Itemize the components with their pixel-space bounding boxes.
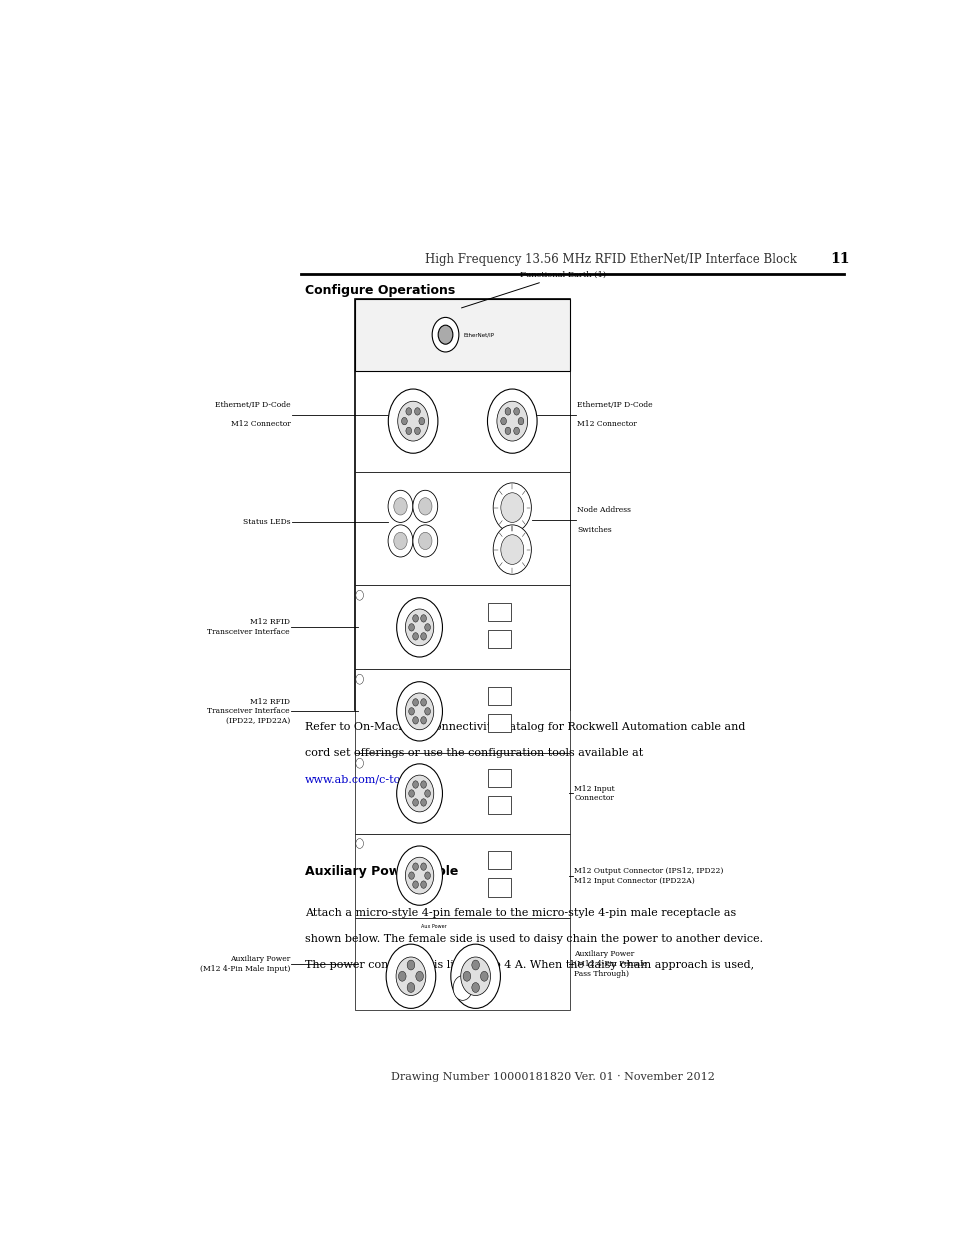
Circle shape bbox=[493, 525, 531, 574]
Circle shape bbox=[413, 716, 418, 724]
Text: Ethernet/IP D-Code: Ethernet/IP D-Code bbox=[577, 401, 652, 409]
Circle shape bbox=[424, 790, 430, 798]
Circle shape bbox=[472, 983, 479, 993]
Bar bbox=[355, 299, 570, 710]
Circle shape bbox=[388, 389, 437, 453]
Circle shape bbox=[420, 863, 426, 871]
Circle shape bbox=[437, 325, 453, 345]
Circle shape bbox=[500, 493, 523, 522]
Circle shape bbox=[418, 498, 432, 515]
Circle shape bbox=[405, 408, 411, 415]
Circle shape bbox=[514, 408, 519, 415]
Text: Configure Operations: Configure Operations bbox=[305, 284, 455, 298]
Circle shape bbox=[497, 401, 527, 441]
Circle shape bbox=[408, 708, 414, 715]
Bar bbox=[355, 299, 570, 370]
Text: High Frequency 13.56 MHz RFID EtherNet/IP Interface Block: High Frequency 13.56 MHz RFID EtherNet/I… bbox=[424, 252, 796, 266]
Circle shape bbox=[415, 427, 420, 435]
Circle shape bbox=[420, 716, 426, 724]
Circle shape bbox=[398, 971, 406, 981]
Circle shape bbox=[424, 624, 430, 631]
Circle shape bbox=[355, 590, 363, 600]
Circle shape bbox=[432, 317, 458, 352]
Bar bbox=[487, 714, 510, 732]
Circle shape bbox=[397, 401, 428, 441]
Circle shape bbox=[395, 957, 425, 995]
Circle shape bbox=[420, 699, 426, 706]
Text: M12 Input
Connector: M12 Input Connector bbox=[574, 784, 615, 803]
Circle shape bbox=[396, 682, 442, 741]
Circle shape bbox=[407, 960, 415, 969]
Text: Auxiliary Power Cable: Auxiliary Power Cable bbox=[305, 864, 458, 878]
Circle shape bbox=[408, 872, 414, 879]
Text: The power connection is limited to 4 A. When the daisy chain approach is used,: The power connection is limited to 4 A. … bbox=[305, 960, 754, 969]
Text: cord set offerings or use the configuration tools available at: cord set offerings or use the configurat… bbox=[305, 748, 643, 758]
Circle shape bbox=[460, 957, 490, 995]
Circle shape bbox=[396, 763, 442, 824]
Circle shape bbox=[514, 427, 519, 435]
Text: M12 RFID
Transceiver Interface: M12 RFID Transceiver Interface bbox=[207, 619, 290, 636]
Text: M12 Connector: M12 Connector bbox=[231, 420, 291, 427]
Circle shape bbox=[418, 417, 424, 425]
Bar bbox=[355, 370, 570, 472]
Text: Refer to On-Machine Connectivity Catalog for Rockwell Automation cable and: Refer to On-Machine Connectivity Catalog… bbox=[305, 722, 745, 732]
Circle shape bbox=[504, 408, 510, 415]
Circle shape bbox=[388, 490, 413, 522]
Circle shape bbox=[462, 971, 470, 981]
Bar bbox=[487, 795, 510, 815]
Circle shape bbox=[413, 781, 418, 788]
Circle shape bbox=[405, 693, 434, 730]
Circle shape bbox=[416, 971, 423, 981]
Circle shape bbox=[500, 535, 523, 564]
Circle shape bbox=[451, 944, 500, 1008]
Circle shape bbox=[386, 944, 436, 1008]
Circle shape bbox=[418, 532, 432, 550]
Text: M12 Connector: M12 Connector bbox=[577, 420, 637, 427]
Text: EtherNet/IP: EtherNet/IP bbox=[463, 332, 494, 337]
Circle shape bbox=[388, 525, 413, 557]
Circle shape bbox=[405, 857, 434, 894]
Circle shape bbox=[394, 498, 407, 515]
Circle shape bbox=[413, 881, 418, 888]
Text: Attach a micro-style 4-pin female to the micro-style 4-pin male receptacle as: Attach a micro-style 4-pin female to the… bbox=[305, 908, 736, 918]
Circle shape bbox=[396, 598, 442, 657]
Circle shape bbox=[420, 632, 426, 640]
Circle shape bbox=[487, 389, 537, 453]
Circle shape bbox=[493, 483, 531, 532]
Circle shape bbox=[420, 615, 426, 622]
Circle shape bbox=[420, 781, 426, 788]
Circle shape bbox=[415, 408, 420, 415]
Text: Ethernet/IP D-Code: Ethernet/IP D-Code bbox=[215, 401, 291, 409]
Circle shape bbox=[500, 417, 506, 425]
Circle shape bbox=[405, 609, 434, 646]
Circle shape bbox=[420, 799, 426, 806]
Circle shape bbox=[408, 790, 414, 798]
Bar bbox=[487, 768, 510, 788]
Circle shape bbox=[413, 525, 437, 557]
Text: Aux Power: Aux Power bbox=[420, 924, 446, 929]
Bar bbox=[355, 472, 570, 585]
Text: www.ab.com/c-tools/.: www.ab.com/c-tools/. bbox=[305, 774, 424, 784]
Bar bbox=[355, 669, 570, 753]
Bar bbox=[487, 630, 510, 648]
Text: Functional Earth (1): Functional Earth (1) bbox=[461, 272, 605, 308]
Bar bbox=[355, 834, 570, 918]
Circle shape bbox=[480, 971, 488, 981]
Text: M12 Output Connector (IPS12, IPD22)
M12 Input Connector (IPD22A): M12 Output Connector (IPS12, IPD22) M12 … bbox=[574, 867, 723, 884]
Circle shape bbox=[413, 632, 418, 640]
Bar bbox=[487, 687, 510, 705]
Bar bbox=[487, 851, 510, 869]
Bar bbox=[487, 603, 510, 621]
Circle shape bbox=[413, 799, 418, 806]
Text: shown below. The female side is used to daisy chain the power to another device.: shown below. The female side is used to … bbox=[305, 934, 762, 944]
Bar bbox=[487, 878, 510, 897]
Text: Switches: Switches bbox=[577, 526, 611, 534]
Circle shape bbox=[472, 960, 479, 969]
Circle shape bbox=[504, 427, 510, 435]
Circle shape bbox=[405, 427, 411, 435]
Text: Auxiliary Power
(M12 4-Pin Male Input): Auxiliary Power (M12 4-Pin Male Input) bbox=[199, 955, 290, 973]
Circle shape bbox=[405, 776, 434, 811]
Circle shape bbox=[413, 699, 418, 706]
Text: 11: 11 bbox=[829, 252, 848, 266]
Text: Auxiliary Power
(M12 4-Pin Female
Pass Through): Auxiliary Power (M12 4-Pin Female Pass T… bbox=[574, 950, 647, 978]
